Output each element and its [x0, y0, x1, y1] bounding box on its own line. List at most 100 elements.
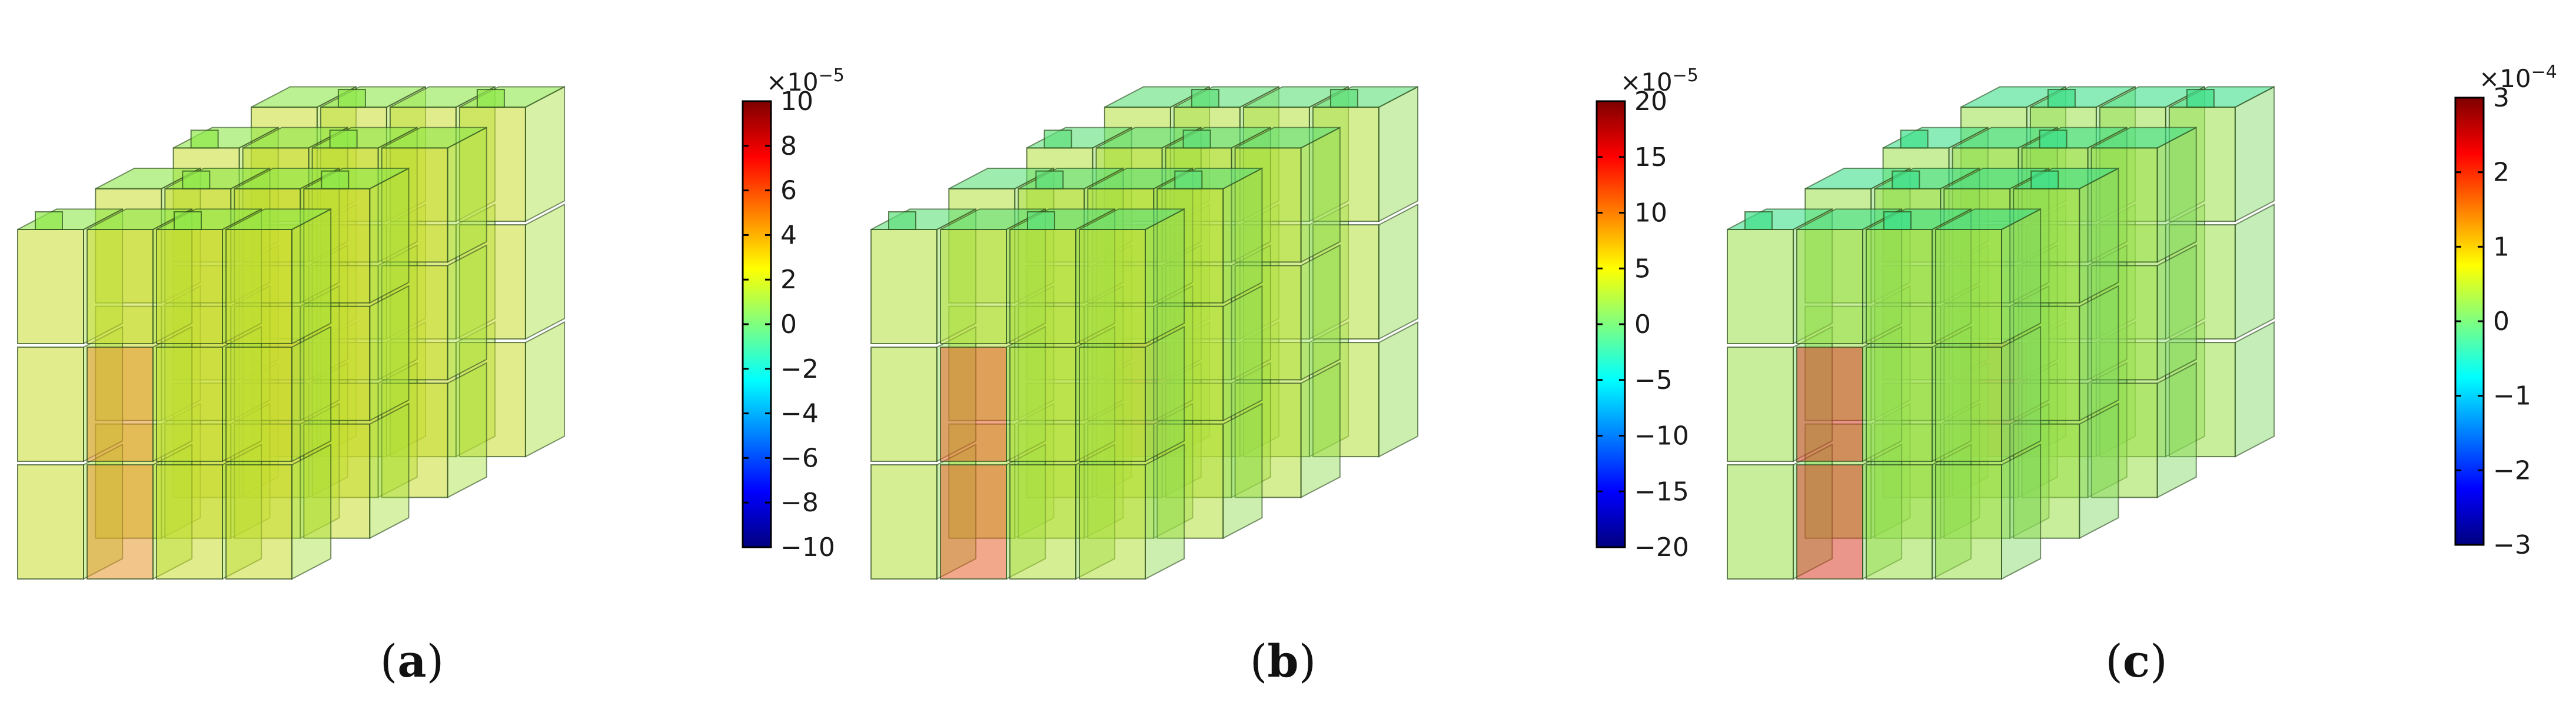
voxel-face [1222, 402, 1263, 540]
colorbar-tick-label: −20 [1634, 532, 1689, 562]
voxel-cube-a [17, 85, 566, 580]
voxel-face [1234, 147, 1302, 263]
voxel-tab [1900, 129, 1929, 149]
voxel-face [1727, 464, 1794, 580]
voxel-face [870, 464, 938, 580]
voxel-face [381, 127, 487, 149]
colorbar-tick-label: 20 [1634, 86, 1667, 116]
voxel-face [87, 347, 154, 462]
voxel-tab [2030, 170, 2059, 189]
voxel-face [2168, 224, 2236, 340]
voxel-face [1300, 244, 1341, 381]
voxel-face [1079, 347, 1146, 462]
voxel-cube-c [1727, 85, 2275, 580]
voxel-face [447, 362, 487, 499]
voxel-face [225, 464, 292, 580]
colorbar-b: 20 15 10 5 0 −5 −10 −15 −20 ×10−5 [1596, 65, 1699, 562]
voxel-face [1312, 342, 1380, 458]
colorbar-tick-label: −2 [2493, 455, 2531, 485]
voxel-face [948, 168, 1054, 189]
colorbar-tick-label: 10 [1634, 198, 1667, 228]
voxel-face [251, 86, 357, 108]
colorbar-c: 3 2 1 0 −1 −2 −3 ×10−4 [2454, 62, 2557, 560]
voxel-tab [888, 211, 916, 230]
voxel-face [369, 167, 410, 304]
colorbar-tick-label: −8 [780, 488, 819, 518]
voxel-tab [1182, 129, 1211, 149]
voxel-face [2234, 321, 2275, 458]
voxel-face [1866, 464, 1933, 580]
voxel-face [2156, 244, 2197, 381]
voxel-tab [1027, 211, 1055, 230]
voxel-face [1952, 127, 2058, 149]
voxel-face [1145, 208, 1185, 345]
voxel-face [1235, 127, 1341, 149]
voxel-tab [1191, 89, 1219, 108]
panel-b: 20 15 10 5 0 −5 −10 −15 −20 ×10−5 (b) [870, 65, 1699, 687]
colorbar-b-exponent: ×10−5 [1620, 65, 1699, 96]
voxel-face [1378, 85, 1419, 222]
voxel-tab [2039, 129, 2068, 149]
voxel-face [1222, 285, 1263, 422]
voxel-face [524, 203, 566, 340]
caption-a: (a) [380, 635, 444, 687]
voxel-tab [2186, 89, 2215, 108]
voxel-face [1935, 464, 2002, 580]
voxel-face [1009, 229, 1076, 344]
voxel-face [156, 464, 223, 580]
colorbar-tick-label: −6 [780, 443, 819, 473]
voxel-tab [1035, 170, 1064, 189]
voxel-face [2090, 382, 2158, 498]
colorbar-tick-label: 5 [1634, 254, 1651, 284]
voxel-face [1960, 86, 2066, 108]
voxel-tab [1043, 129, 1072, 149]
voxel-face [1234, 265, 1302, 381]
voxel-face [2079, 285, 2119, 422]
colorbar-a-ticks: 10 8 6 4 2 0 −2 −4 −6 −8 −10 [743, 86, 835, 562]
voxel-face [2156, 127, 2197, 264]
voxel-face [2001, 443, 2042, 580]
colorbar-tick-label: −10 [780, 532, 835, 562]
colorbar-a: 10 8 6 4 2 0 −2 −4 −6 −8 −10 ×10−5 [742, 65, 845, 562]
voxel-cube-b [870, 85, 1419, 580]
colorbar-tick-label: 0 [1634, 309, 1651, 339]
panel-c: 3 2 1 0 −1 −2 −3 ×10−4 (c) [1727, 62, 2557, 687]
voxel-face [1866, 347, 1933, 462]
voxel-face [17, 229, 84, 344]
voxel-face [1935, 229, 2002, 344]
voxel-face [17, 464, 84, 580]
colorbar-tick-label: 6 [780, 176, 797, 206]
colorbar-tick-label: 4 [780, 220, 797, 250]
voxel-face [2013, 188, 2080, 304]
voxel-face [2234, 203, 2275, 340]
voxel-face [1312, 106, 1380, 222]
voxel-face [156, 347, 223, 462]
voxel-face [87, 208, 192, 230]
voxel-face [303, 305, 371, 421]
colorbar-tick-label: 8 [780, 131, 797, 161]
voxel-tab [476, 89, 505, 108]
colorbar-tick-label: 10 [780, 86, 813, 116]
voxel-tab [35, 211, 63, 230]
voxel-face [1935, 347, 2002, 462]
voxel-face [2001, 208, 2042, 345]
voxel-face [291, 208, 332, 345]
voxel-face [2091, 127, 2197, 149]
voxel-face [2090, 147, 2158, 263]
voxel-face [156, 229, 223, 344]
colorbar-b-ticks: 20 15 10 5 0 −5 −10 −15 −20 [1597, 86, 1689, 562]
colorbar-tick-label: −4 [780, 399, 819, 429]
voxel-face [2234, 85, 2275, 222]
voxel-tab [1744, 211, 1773, 230]
colorbar-tick-label: 1 [2493, 232, 2509, 262]
voxel-face [2099, 86, 2205, 108]
voxel-face [1145, 443, 1185, 580]
voxel-face [1096, 127, 1202, 149]
voxel-face [2156, 362, 2197, 499]
voxel-face [940, 347, 1007, 462]
panel-a: 10 8 6 4 2 0 −2 −4 −6 −8 −10 ×10−5 (a) [17, 65, 845, 687]
caption-b: (b) [1250, 635, 1316, 687]
colorbar-tick-label: −1 [2493, 381, 2531, 411]
voxel-face [225, 347, 292, 462]
colorbar-tick-label: 2 [780, 265, 797, 295]
